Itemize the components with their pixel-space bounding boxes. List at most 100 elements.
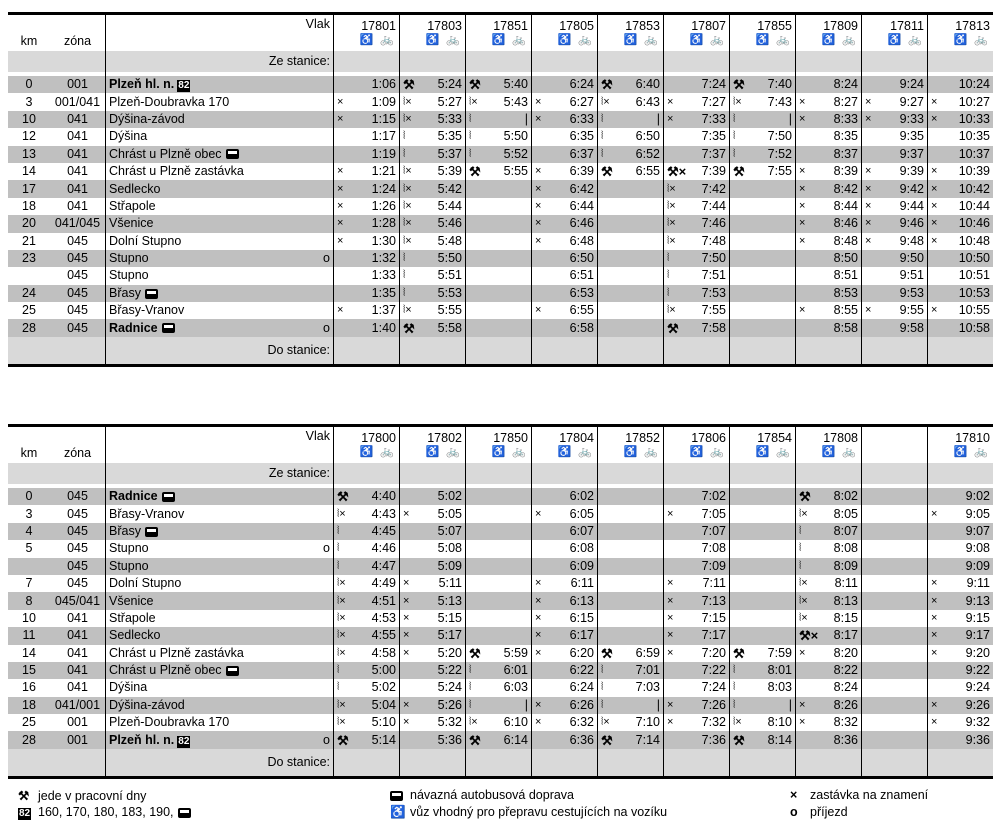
request-stop-icon: × [790,788,798,802]
time-value: 4:51 [371,593,396,608]
station-name: Dýšina [109,680,148,695]
time-value: 1:26 [371,198,396,213]
time-cell: 9:22 [927,661,993,680]
time-cell: × 8:48 [795,232,862,250]
time-cell [597,557,664,575]
time-cell: ⦚× 6:10 [465,714,532,732]
time-cell: × 6:17 [531,627,598,645]
station-name: Břasy [109,523,141,538]
time-cell: × 5:20 [399,644,466,662]
time-cell: ⦚ 5:00 [333,661,400,680]
from-station-label: Ze stanice: [105,51,334,72]
mark-icon: ⦚× [337,594,346,607]
time-value: 8:24 [833,77,858,92]
train-number: 17808 ♿ 🚲 [795,424,862,463]
time-cell: ⦚ | [597,696,664,715]
table-row: 8 045/041 Všenice ⦚× 4:51 × 5:13 × 6:13 × 7:13 ⦚× 8:… [8,592,993,610]
mark-icon: ⚒× [799,628,819,644]
time-cell: × 8:33 [795,110,862,129]
time-cell: ⦚× 4:49 [333,574,400,593]
time-cell [465,302,532,320]
time-cell: × 10:46 [927,215,993,233]
time-value: 7:55 [701,303,726,318]
time-cell [597,522,664,541]
time-cell: × 9:11 [927,574,993,593]
time-value: 7:24 [701,77,726,92]
time-value: 6:22 [569,663,594,678]
train-number: 17800 ♿ 🚲 [333,424,400,463]
time-cell: × 8:39 [795,162,862,181]
time-cell: 7:09 [663,557,730,575]
time-cell: × 9:17 [927,627,993,645]
time-cell: 9:51 [861,267,928,285]
time-value: 6:51 [569,268,594,283]
time-value: 6:26 [569,697,594,712]
time-cell: 8:58 [795,319,862,337]
time-value: 5:43 [503,94,528,109]
time-value: 6:08 [569,541,594,556]
mark-icon: × [667,646,674,659]
time-value: 5:55 [437,303,462,318]
time-value: 4:46 [371,541,396,556]
time-cell: × 9:15 [927,609,993,628]
km-cell: 3 [25,94,33,109]
time-cell [465,627,532,645]
time-cell: ⦚× 7:46 [663,215,730,233]
time-cell [597,319,664,337]
time-cell: 8:24 [795,76,862,94]
time-value: 6:43 [635,94,660,109]
time-cell: × 5:17 [399,627,466,645]
time-cell: ⦚× 5:27 [399,93,466,111]
table-row: 20 041/045 Všenice × 1:28 ⦚× 5:46 × 6:46 ⦚× 7:46 × 8… [8,215,993,233]
time-cell [861,644,928,662]
mark-icon: × [535,182,542,195]
mark-icon: ⦚× [601,716,610,729]
wheelchair-bike-icon: ♿ 🚲 [953,34,990,46]
mark-icon: ⦚ [403,269,406,282]
time-cell: × 6:15 [531,609,598,628]
time-cell: × 6:20 [531,644,598,662]
time-cell: ⦚ 5:37 [399,145,466,163]
zone-cell: 045 [67,506,88,521]
time-value: 9:51 [899,268,924,283]
time-cell: 5:08 [399,540,466,558]
zone-cell: 041 [50,627,106,645]
time-cell: 7:36 [663,731,730,749]
station-name: Dýšina-závod [109,111,185,126]
time-value: 5:08 [437,541,462,556]
time-value: 5:10 [371,715,396,730]
station-name: Plzeň-Doubravka 170 [109,94,230,109]
time-value: 8:27 [833,94,858,109]
time-cell: × 6:39 [531,162,598,181]
time-value: 6:09 [569,558,594,573]
table-row: 4 045 Břasy ⦚ 4:45 5:07 6:07 7:07 ⦚ 8:07 9:07 [8,522,993,541]
mark-icon: ⦚× [403,234,412,247]
km-cell: 21 [22,233,36,248]
time-cell: 7:22 [663,661,730,680]
time-cell: 1:17 [333,128,400,146]
mark-icon: ⦚× [403,165,412,178]
time-value: 9:44 [899,198,924,213]
time-value: 7:01 [635,663,660,678]
bus-icon [225,665,239,676]
train-number: 17805 ♿ 🚲 [531,12,598,51]
time-value: 6:46 [569,216,594,231]
mark-icon: × [931,698,938,711]
mark-icon: ⚒ [667,320,679,336]
time-value: 6:32 [569,715,594,730]
time-cell: ⦚ 7:53 [663,284,730,303]
time-value: 9:35 [899,129,924,144]
station-cell: Břasy-Vranov [105,302,334,320]
time-cell: × 9:20 [927,644,993,662]
mark-icon: ⚒ [601,732,613,748]
zone-cell: 045/041 [50,592,106,610]
time-value: 7:10 [635,715,660,730]
station-cell: Střapole [105,609,334,628]
time-cell [861,731,928,749]
wheelchair-bike-icon: ♿ 🚲 [689,446,726,458]
time-cell: ⦚× 4:53 [333,609,400,628]
train-number: 17810 ♿ 🚲 [927,424,993,463]
zone-cell: 041 [67,129,88,144]
zone-cell: 045 [50,284,106,303]
mark-icon: × [535,594,542,607]
